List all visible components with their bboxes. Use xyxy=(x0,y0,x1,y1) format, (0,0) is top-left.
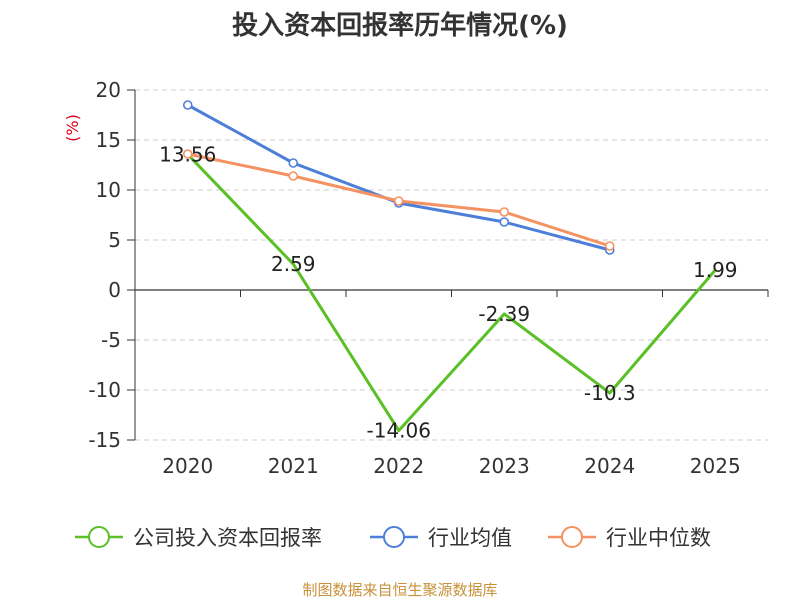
series-point xyxy=(288,171,299,181)
series-point xyxy=(604,241,615,251)
gridlines xyxy=(135,89,768,441)
series-point xyxy=(499,217,510,227)
data-label: -14.06 xyxy=(367,419,431,443)
y-tick-label: 15 xyxy=(96,128,121,152)
y-tick-label: -10 xyxy=(88,378,121,402)
source-note: 制图数据来自恒生聚源数据库 xyxy=(302,581,497,599)
series-line xyxy=(187,103,611,252)
y-axis-unit-label: (%) xyxy=(63,114,82,142)
x-tick-label: 2022 xyxy=(373,454,424,478)
data-label: 1.99 xyxy=(693,258,738,282)
legend-label: 公司投入资本回报率 xyxy=(133,526,322,550)
series-point xyxy=(288,158,299,168)
data-label: -10.3 xyxy=(584,381,636,405)
data-label: 2.59 xyxy=(271,252,316,276)
legend-label: 行业中位数 xyxy=(606,526,711,550)
series-point xyxy=(182,100,193,110)
x-tick-label: 2020 xyxy=(162,454,213,478)
y-tick-label: 10 xyxy=(96,178,121,202)
series-lines xyxy=(182,100,717,433)
x-tick-label: 2023 xyxy=(479,454,530,478)
series-point xyxy=(393,196,404,206)
x-tick-label: 2025 xyxy=(690,454,741,478)
chart-title: 投入资本回报率历年情况(%) xyxy=(232,10,568,41)
axes: 20 15 10 5 0 -5 -10 -15 2020 2021 2022 2023 2024 2025 xyxy=(88,78,769,478)
y-tick-label: -5 xyxy=(101,328,121,352)
x-tick-label: 2024 xyxy=(584,454,635,478)
legend-marker xyxy=(383,526,405,548)
legend-marker xyxy=(88,526,110,548)
x-tick-label: 2021 xyxy=(268,454,319,478)
legend-label: 行业均值 xyxy=(428,526,512,550)
series-line xyxy=(186,153,717,433)
legend: 公司投入资本回报率 行业均值 行业中位数 xyxy=(75,526,711,550)
series-point xyxy=(182,149,193,159)
y-tick-label: 20 xyxy=(96,78,121,102)
data-label: -2.39 xyxy=(478,302,530,326)
data-label: 13.56 xyxy=(159,142,216,166)
y-tick-label: 5 xyxy=(108,228,121,252)
y-tick-label: -15 xyxy=(88,428,121,452)
legend-marker xyxy=(561,526,583,548)
y-tick-label: 0 xyxy=(108,278,121,302)
series-point xyxy=(499,207,510,217)
data-labels: 13.56 2.59 -14.06 -2.39 -10.3 1.99 xyxy=(159,142,737,442)
